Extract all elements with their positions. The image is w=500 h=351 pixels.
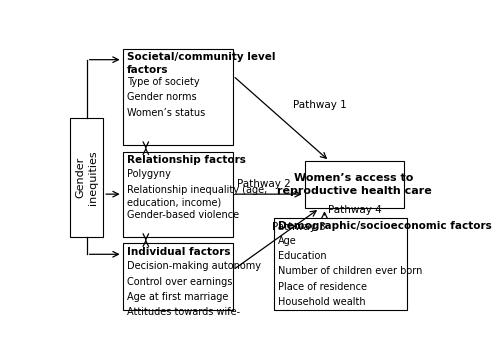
Text: Household wealth: Household wealth xyxy=(278,297,366,307)
Bar xyxy=(122,49,233,145)
Text: Gender norms: Gender norms xyxy=(127,92,197,102)
Text: Type of society: Type of society xyxy=(127,77,200,87)
Text: Individual factors: Individual factors xyxy=(127,247,230,257)
Text: Pathway 3: Pathway 3 xyxy=(272,222,326,232)
Text: Pathway 2: Pathway 2 xyxy=(237,179,290,190)
Bar xyxy=(304,161,404,208)
Bar xyxy=(122,244,233,310)
Text: Control over earnings: Control over earnings xyxy=(127,277,232,286)
Text: Demographic/socioeconomic factors: Demographic/socioeconomic factors xyxy=(278,221,492,231)
Text: Gender-based violence: Gender-based violence xyxy=(127,211,240,220)
Text: Age: Age xyxy=(278,236,297,245)
Text: Relationship inequality (age,
education, income): Relationship inequality (age, education,… xyxy=(127,185,268,207)
Text: Polygyny: Polygyny xyxy=(127,169,171,179)
Text: Decision-making autonomy: Decision-making autonomy xyxy=(127,261,261,271)
Text: Place of residence: Place of residence xyxy=(278,282,368,292)
Text: Age at first marriage: Age at first marriage xyxy=(127,292,228,302)
Bar xyxy=(122,152,233,237)
Text: Number of children ever born: Number of children ever born xyxy=(278,266,422,276)
Text: Pathway 4: Pathway 4 xyxy=(328,205,382,215)
Text: Societal/community level
factors: Societal/community level factors xyxy=(127,52,276,74)
Bar xyxy=(70,118,103,237)
Text: Pathway 1: Pathway 1 xyxy=(293,100,346,110)
Text: Education: Education xyxy=(278,251,327,261)
Text: Gender
inequities: Gender inequities xyxy=(75,150,98,205)
Text: Women’s access to
reproductive health care: Women’s access to reproductive health ca… xyxy=(276,173,432,196)
Text: Relationship factors: Relationship factors xyxy=(127,155,246,165)
Bar xyxy=(274,218,407,310)
Text: Women’s status: Women’s status xyxy=(127,108,206,118)
Text: Attitudes towards wife-: Attitudes towards wife- xyxy=(127,307,240,317)
